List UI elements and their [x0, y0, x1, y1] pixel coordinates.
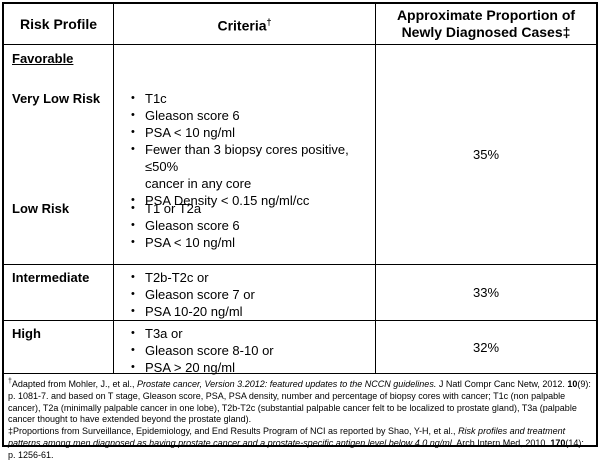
criteria-bullet: • PSA 10-20 ng/ml	[114, 303, 373, 320]
high-bullets: • T3a or • Gleason score 8-10 or • PSA > 20…	[114, 325, 373, 376]
bullet-icon: •	[131, 202, 135, 214]
intermediate-bullets: • T2b-T2c or • Gleason score 7 or • PSA 10-…	[114, 269, 373, 320]
favorable-proportion-value: 35%	[472, 147, 500, 162]
criteria-text: Gleason score 8-10 or	[145, 343, 274, 358]
header-label-criteria: Criteria†	[217, 14, 271, 35]
header-cell-risk-profile: Risk Profile	[4, 4, 114, 44]
dagger-icon: †	[266, 16, 272, 27]
criteria-text: T2b-T2c or	[145, 270, 209, 285]
high-profile-cell: High	[4, 321, 114, 373]
criteria-text: PSA < 10 ng/ml	[145, 125, 235, 140]
criteria-text: T1c	[145, 91, 167, 106]
header-cell-criteria: Criteria†	[114, 4, 376, 44]
intermediate-proportion-cell: 33%	[376, 265, 596, 320]
criteria-bullet: • PSA Density < 0.15 ng/ml/cc	[114, 192, 373, 209]
criteria-bullet: • PSA < 10 ng/ml	[114, 234, 373, 251]
criteria-text: PSA 10-20 ng/ml	[145, 304, 243, 319]
bullet-icon: •	[131, 271, 135, 283]
criteria-text: Gleason score 6	[145, 218, 240, 233]
intermediate-label: Intermediate	[12, 270, 90, 285]
bullet-icon: •	[131, 361, 135, 373]
favorable-proportion-cell: 35%	[376, 45, 596, 264]
criteria-text: Gleason score 6	[145, 108, 240, 123]
row-intermediate: Intermediate • T2b-T2c or • Gleason score …	[4, 265, 596, 321]
criteria-text: Fewer than 3 biopsy cores positive, ≤50%…	[145, 142, 349, 191]
footnote-adapted: †Adapted from Mohler, J., et al., Prosta…	[8, 378, 591, 425]
criteria-bullet: • Gleason score 8-10 or	[114, 342, 373, 359]
high-label: High	[12, 326, 41, 341]
bullet-icon: •	[131, 194, 135, 206]
criteria-bullet: • PSA > 20 ng/ml	[114, 359, 373, 376]
header-label-proportion: Approximate Proportion of Newly Diagnose…	[396, 7, 576, 40]
criteria-bullet: • Gleason score 6	[114, 217, 373, 234]
header-label-risk-profile: Risk Profile	[19, 15, 98, 32]
high-criteria-cell: • T3a or • Gleason score 8-10 or • PSA > 20…	[114, 321, 376, 376]
table-header-row: Risk Profile Criteria† Approximate Propo…	[4, 4, 596, 45]
bullet-icon: •	[131, 143, 135, 155]
bullet-icon: •	[131, 109, 135, 121]
criteria-text: PSA < 10 ng/ml	[145, 235, 235, 250]
favorable-profile-cell: Favorable Very Low Risk Low Risk	[4, 45, 114, 264]
intermediate-criteria-cell: • T2b-T2c or • Gleason score 7 or • PSA 10-…	[114, 265, 376, 320]
favorable-group-label: Favorable	[12, 51, 74, 66]
low-risk-label: Low Risk	[12, 201, 70, 216]
header-cell-proportion: Approximate Proportion of Newly Diagnose…	[376, 4, 596, 44]
criteria-text: T3a or	[145, 326, 183, 341]
bullet-icon: •	[131, 327, 135, 339]
criteria-bullet: • PSA < 10 ng/ml	[114, 124, 373, 141]
bullet-icon: •	[131, 288, 135, 300]
bullet-icon: •	[131, 92, 135, 104]
footnote-proportions: ‡Proportions from Surveillance, Epidemio…	[8, 426, 584, 460]
criteria-bullet: • Gleason score 6	[114, 107, 373, 124]
criteria-text: Criteria	[217, 17, 267, 34]
criteria-text: Gleason score 7 or	[145, 287, 255, 302]
criteria-text: PSA > 20 ng/ml	[145, 360, 235, 375]
criteria-bullet: • T1 or T2a	[114, 200, 373, 217]
row-high: High • T3a or • Gleason score 8-10 or • PSA…	[4, 321, 596, 376]
footnotes: †Adapted from Mohler, J., et al., Prosta…	[4, 374, 596, 464]
bullet-icon: •	[131, 126, 135, 138]
high-proportion-value: 32%	[472, 339, 500, 355]
row-favorable: Favorable Very Low Risk Low Risk • T1c • G…	[4, 45, 596, 265]
very-low-risk-label: Very Low Risk	[12, 91, 101, 106]
low-risk-bullets: • T1 or T2a • Gleason score 6 • PSA < 10 ng…	[114, 200, 373, 251]
high-proportion-cell: 32%	[376, 321, 596, 373]
bullet-icon: •	[131, 344, 135, 356]
criteria-bullet: • T3a or	[114, 325, 373, 342]
criteria-text: PSA Density < 0.15 ng/ml/cc	[145, 193, 310, 208]
very-low-risk-bullets: • T1c • Gleason score 6 • PSA < 10 ng/ml • F…	[114, 90, 373, 209]
criteria-text: T1 or T2a	[145, 201, 202, 216]
criteria-bullet: • T2b-T2c or	[114, 269, 373, 286]
bullet-icon: •	[131, 236, 135, 248]
intermediate-proportion-value: 33%	[472, 285, 500, 300]
intermediate-profile-cell: Intermediate	[4, 265, 114, 320]
bullet-icon: •	[131, 219, 135, 231]
criteria-bullet: • T1c	[114, 90, 373, 107]
criteria-bullet: • Fewer than 3 biopsy cores positive, ≤50…	[114, 141, 373, 192]
favorable-criteria-cell: • T1c • Gleason score 6 • PSA < 10 ng/ml • F…	[114, 45, 376, 264]
criteria-bullet: • Gleason score 7 or	[114, 286, 373, 303]
bullet-icon: •	[131, 305, 135, 317]
